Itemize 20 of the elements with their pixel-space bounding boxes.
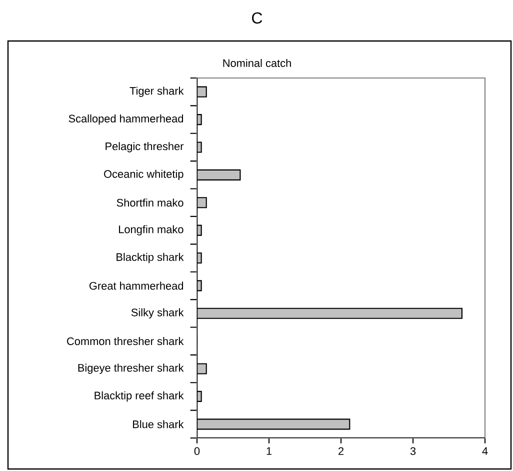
y-tick-label: Bigeye thresher shark <box>78 364 184 374</box>
y-tick-label: Silky shark <box>131 308 184 318</box>
x-tick-label: 3 <box>410 447 416 455</box>
x-tick-label: 1 <box>266 447 272 455</box>
x-tick-label: 0 <box>194 447 200 455</box>
x-tick-label: 2 <box>338 447 344 455</box>
chart-title: C <box>252 12 262 24</box>
y-tick-label: Blacktip reef shark <box>94 391 184 402</box>
y-tick-label: Oceanic whitetip <box>104 170 184 180</box>
y-tick-label: Longfin mako <box>119 225 184 236</box>
x-tick-label: 4 <box>482 447 488 455</box>
y-tick-label: Common thresher shark <box>67 337 184 346</box>
y-tick-label: Great hammerhead <box>90 282 184 290</box>
y-tick-label: Blue shark <box>133 420 184 428</box>
y-tick-label: Shortfin mako <box>116 198 184 207</box>
y-tick-label: Blacktip shark <box>116 252 184 264</box>
y-tick-label: Pelagic thresher <box>106 142 184 152</box>
chart-subtitle: Nominal catch <box>223 58 291 68</box>
y-tick-label: Scalloped hammerhead <box>68 114 184 125</box>
y-tick-label: Tiger shark <box>130 86 184 97</box>
